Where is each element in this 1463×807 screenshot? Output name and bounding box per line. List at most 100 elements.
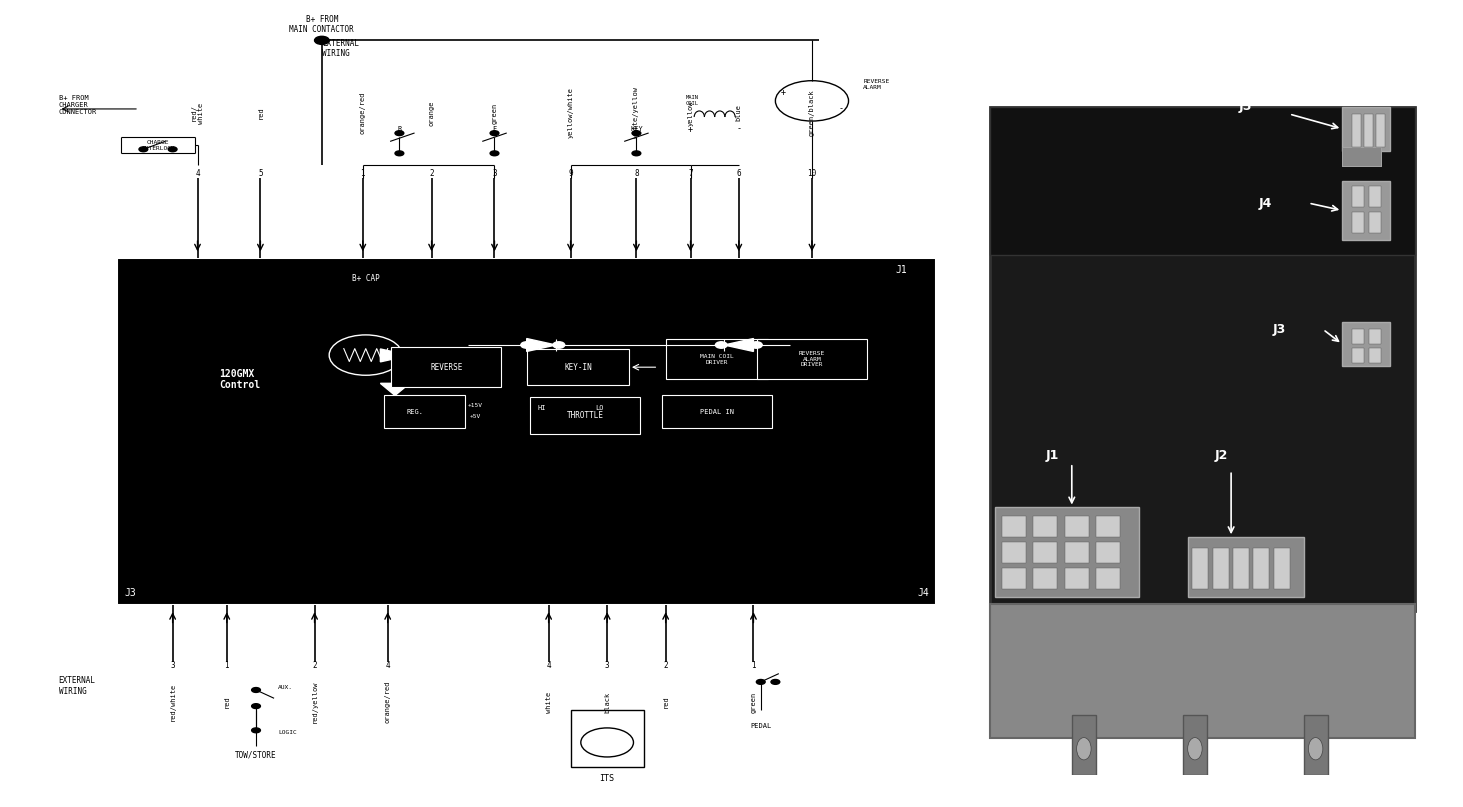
Text: AUX.: AUX. xyxy=(278,685,293,690)
Text: green: green xyxy=(492,102,497,123)
Text: 10: 10 xyxy=(808,169,816,178)
Text: EXTERNAL
WIRING: EXTERNAL WIRING xyxy=(59,676,95,696)
Text: yellow: yellow xyxy=(688,100,693,126)
Text: REVERSE
ALARM
DRIVER: REVERSE ALARM DRIVER xyxy=(799,351,825,367)
Bar xyxy=(1182,715,1207,775)
Text: HI: HI xyxy=(537,404,546,411)
Text: 3: 3 xyxy=(492,169,497,178)
Polygon shape xyxy=(527,339,556,352)
Polygon shape xyxy=(380,383,410,395)
Bar xyxy=(1274,548,1289,589)
Text: CHARGE
INTERLOCK: CHARGE INTERLOCK xyxy=(140,140,176,151)
Circle shape xyxy=(252,704,260,709)
Circle shape xyxy=(490,151,499,156)
Circle shape xyxy=(1077,738,1091,760)
Bar xyxy=(990,604,1415,738)
Text: REVERSE: REVERSE xyxy=(430,362,462,372)
Text: blue: blue xyxy=(736,104,742,122)
Bar xyxy=(663,395,772,428)
Text: orange: orange xyxy=(429,100,435,126)
Bar xyxy=(1033,516,1058,537)
Bar xyxy=(1342,107,1390,151)
Text: red/
white: red/ white xyxy=(192,102,203,123)
Circle shape xyxy=(1188,738,1203,760)
Text: J5: J5 xyxy=(1239,100,1252,113)
Bar xyxy=(1065,542,1088,563)
Text: F: F xyxy=(493,126,496,132)
Bar xyxy=(990,107,1415,612)
Text: REVERSE
ALARM: REVERSE ALARM xyxy=(863,79,890,90)
Circle shape xyxy=(1308,738,1323,760)
Text: J3: J3 xyxy=(1273,323,1286,336)
Text: 5: 5 xyxy=(257,169,263,178)
Text: J4: J4 xyxy=(917,588,929,598)
Bar xyxy=(117,258,936,605)
Text: +: + xyxy=(780,88,786,98)
Text: +: + xyxy=(688,124,693,134)
Bar xyxy=(1065,516,1088,537)
Bar xyxy=(531,398,641,434)
Text: yellow/white: yellow/white xyxy=(568,87,573,139)
Text: red/white: red/white xyxy=(170,683,176,721)
Circle shape xyxy=(139,147,148,152)
Bar xyxy=(1072,715,1096,775)
Text: J4: J4 xyxy=(1258,197,1271,210)
Bar xyxy=(1342,148,1381,166)
Text: -: - xyxy=(736,124,742,134)
Bar xyxy=(1002,568,1026,589)
Bar xyxy=(990,107,1415,255)
Text: J1: J1 xyxy=(1046,449,1059,462)
Polygon shape xyxy=(724,339,753,352)
Bar xyxy=(571,710,644,767)
Bar xyxy=(758,339,866,379)
Bar xyxy=(1352,212,1364,232)
Text: B+ CAP: B+ CAP xyxy=(353,274,379,283)
Text: TOW/STORE: TOW/STORE xyxy=(236,750,277,759)
Bar xyxy=(1369,329,1381,344)
Text: J2: J2 xyxy=(1214,449,1227,462)
Circle shape xyxy=(632,131,641,136)
Text: 1: 1 xyxy=(360,169,366,178)
Bar xyxy=(1342,181,1390,240)
Bar xyxy=(527,349,629,385)
Bar xyxy=(1352,348,1364,362)
Text: EXTERNAL
WIRING: EXTERNAL WIRING xyxy=(322,39,358,58)
Text: 4: 4 xyxy=(546,661,552,671)
Text: MAIN
COIL: MAIN COIL xyxy=(686,95,698,107)
Text: 8: 8 xyxy=(633,169,639,178)
Text: red: red xyxy=(224,696,230,709)
Bar xyxy=(392,347,502,387)
Bar xyxy=(1352,329,1364,344)
Text: 4: 4 xyxy=(385,661,391,671)
Bar xyxy=(1342,322,1390,366)
Bar xyxy=(1188,537,1304,596)
Bar xyxy=(1002,542,1026,563)
Bar xyxy=(1002,516,1026,537)
Circle shape xyxy=(490,131,499,136)
Bar xyxy=(1096,542,1121,563)
Circle shape xyxy=(315,36,329,44)
Text: black: black xyxy=(604,692,610,713)
Circle shape xyxy=(715,342,727,349)
Text: green: green xyxy=(751,692,756,713)
Text: LO: LO xyxy=(595,404,604,411)
Circle shape xyxy=(771,679,780,684)
Bar xyxy=(1369,212,1381,232)
Text: THROTTLE: THROTTLE xyxy=(566,411,604,420)
Text: red: red xyxy=(663,696,669,709)
Text: white/yellow: white/yellow xyxy=(633,87,639,139)
Bar xyxy=(1065,568,1088,589)
Text: 7: 7 xyxy=(688,169,693,178)
Bar xyxy=(1096,568,1121,589)
Circle shape xyxy=(395,151,404,156)
Text: 9: 9 xyxy=(568,169,573,178)
Bar xyxy=(1369,348,1381,362)
Text: 3: 3 xyxy=(170,661,176,671)
Text: REG.: REG. xyxy=(407,408,424,415)
Text: red/yellow: red/yellow xyxy=(312,681,317,723)
Circle shape xyxy=(252,688,260,692)
Bar xyxy=(383,395,464,428)
Text: B+ FROM
CHARGER
CONNECTOR: B+ FROM CHARGER CONNECTOR xyxy=(59,95,97,115)
Bar xyxy=(1033,568,1058,589)
Text: PEDAL: PEDAL xyxy=(751,723,771,730)
